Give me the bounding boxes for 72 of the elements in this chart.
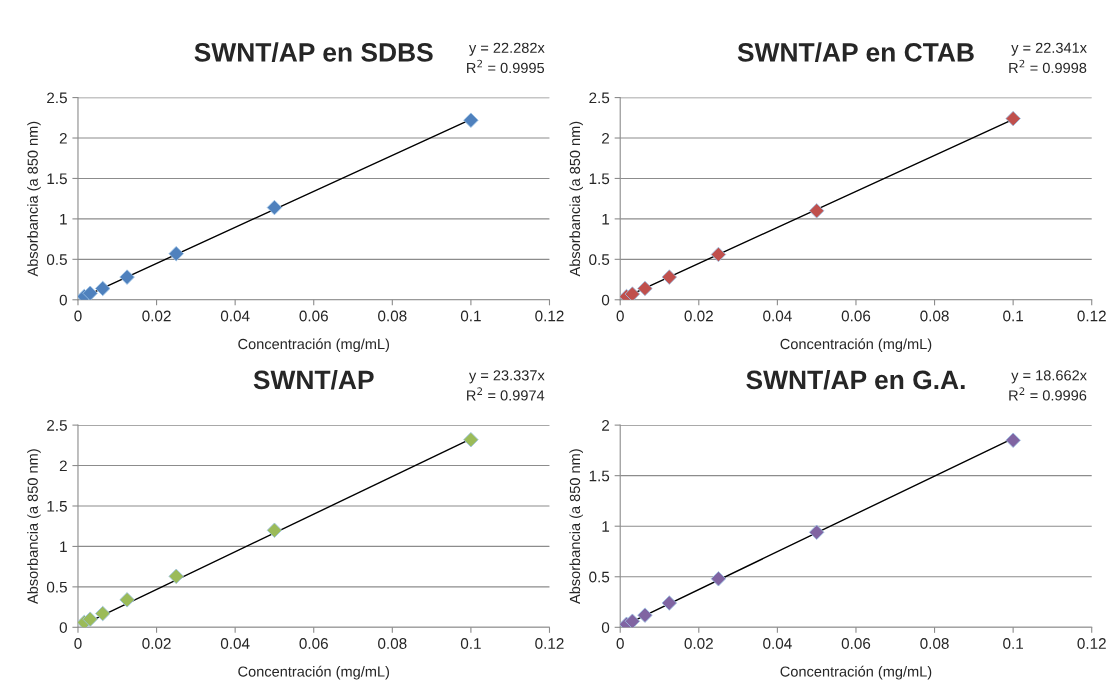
y-tick-label: 1.5 (589, 470, 610, 482)
y-tick-label: 2.5 (589, 92, 610, 104)
y-tick-label: 0.5 (589, 571, 610, 583)
y-tick-label: 0 (59, 622, 67, 633)
x-tick-label: 0.08 (920, 310, 949, 322)
x-axis-title: Concentración (mg/mL) (780, 338, 932, 353)
x-tick-label: 0.08 (378, 310, 407, 322)
x-tick-label: 0.02 (142, 638, 171, 649)
y-tick-label: 1 (60, 541, 67, 552)
x-tick-label: 0 (74, 310, 82, 322)
x-tick-label: 0.12 (535, 638, 564, 649)
y-tick-label: 1.5 (589, 173, 610, 185)
x-tick-label: 0.02 (142, 310, 171, 322)
x-tick-label: 0.12 (1077, 310, 1106, 322)
x-tick-label: 0.04 (763, 638, 792, 649)
y-tick-label: 0.5 (46, 254, 67, 266)
text: R$^{2}$ = 0.9998 (1009, 59, 1087, 74)
text: R$^{2}$ = 0.9974 (467, 387, 545, 401)
x-tick-label: 0.04 (220, 638, 250, 649)
x-tick-label: 0.06 (299, 310, 328, 322)
x-tick-label: 0.04 (220, 310, 250, 322)
x-tick-label: 0.06 (841, 638, 871, 649)
y-axis-title: Absorbancia (a 850 nm) (569, 121, 583, 277)
y-tick-label: 0.5 (46, 581, 67, 593)
x-tick-label: 0.02 (684, 310, 713, 322)
x-tick-label: 0.08 (378, 638, 407, 649)
text: R$^{2}$ = 0.9995 (467, 59, 545, 74)
text: y = 22.341x (1011, 42, 1087, 56)
x-tick-label: 0.1 (460, 310, 481, 322)
y-tick-label: 0.5 (589, 254, 610, 266)
y-tick-label: 2 (59, 132, 67, 144)
text: y = 23.337x (469, 370, 545, 384)
y-tick-label: 1 (602, 521, 610, 532)
x-tick-label: 0.1 (1003, 638, 1024, 649)
chart-title: SWNT/AP en SDBS (194, 42, 433, 62)
chart-title: SWNT/AP en CTAB (737, 42, 974, 62)
chart-title: SWNT/AP en G.A. (746, 369, 965, 390)
x-tick-label: 0.02 (684, 638, 713, 649)
y-tick-label: 0 (601, 294, 610, 306)
chart-title: SWNT/AP (253, 369, 374, 390)
x-tick-label: 0.12 (1077, 638, 1106, 649)
text: y = 18.662x (1011, 370, 1087, 384)
x-tick-label: 0.08 (920, 638, 949, 649)
x-tick-label: 0 (616, 310, 624, 322)
y-tick-label: 2 (602, 419, 610, 431)
x-tick-label: 0.06 (841, 310, 871, 322)
y-axis-title: Absorbancia (a 850 nm) (569, 449, 583, 604)
x-tick-label: 0.06 (299, 638, 328, 649)
y-axis-title: Absorbancia (a 850 nm) (27, 121, 41, 277)
y-tick-label: 2 (602, 132, 610, 144)
y-tick-label: 1.5 (47, 501, 67, 512)
y-tick-label: 2 (59, 460, 67, 472)
x-axis-title: Concentración (mg/mL) (780, 665, 932, 680)
x-tick-label: 0 (616, 638, 624, 649)
point (95, 605, 111, 622)
y-tick-label: 2.5 (47, 419, 67, 431)
x-axis-title: Concentración (mg/mL) (238, 665, 390, 680)
y-tick-label: 1 (602, 213, 610, 225)
x-tick-label: 0.12 (535, 310, 564, 322)
x-tick-label: 0.1 (460, 638, 481, 649)
y-axis-title: Absorbancia (a 850 nm) (27, 449, 41, 604)
x-tick-label: 0.04 (763, 310, 792, 322)
y-tick-label: 0 (59, 294, 67, 306)
text: y = 22.282x (469, 42, 545, 56)
text: R$^{2}$ = 0.9996 (1009, 387, 1087, 401)
y-tick-label: 2.5 (47, 92, 67, 104)
y-tick-label: 0 (601, 622, 610, 633)
x-tick-label: 0 (74, 638, 82, 649)
y-tick-label: 1.5 (47, 173, 67, 185)
x-axis-title: Concentración (mg/mL) (238, 338, 390, 353)
x-tick-label: 0.1 (1003, 310, 1024, 322)
y-tick-label: 1 (60, 213, 67, 225)
